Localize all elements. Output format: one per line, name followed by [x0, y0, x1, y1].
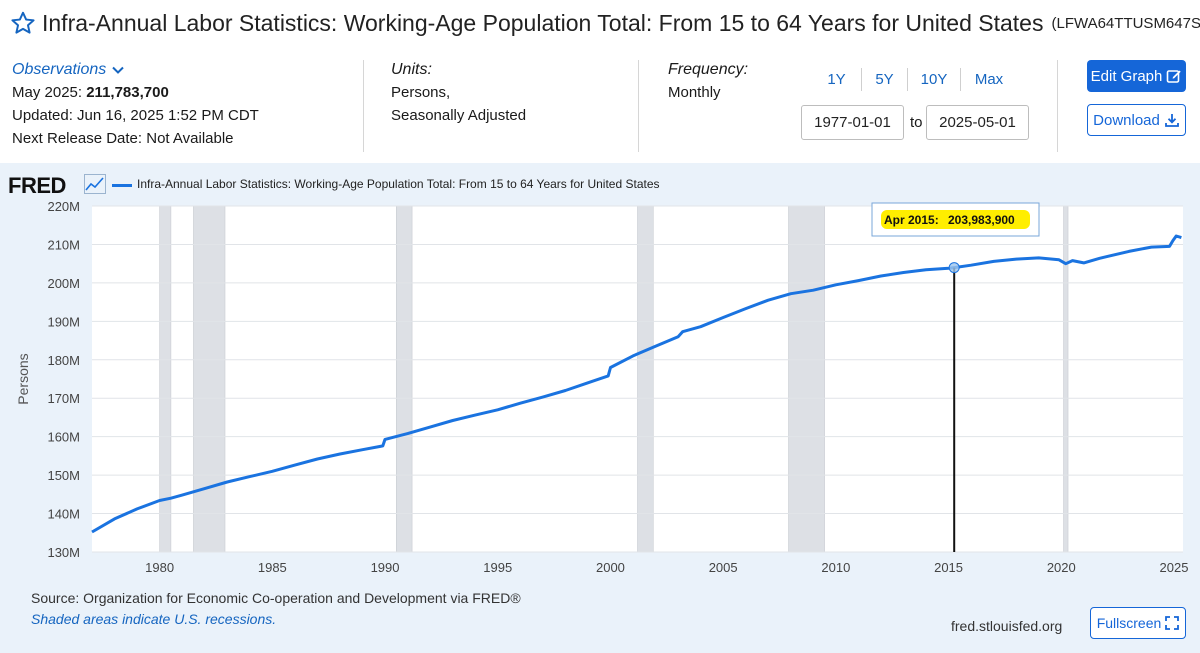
range-max-button[interactable]: Max	[974, 71, 1004, 88]
tooltip-date: Apr 2015:	[884, 213, 939, 227]
edit-graph-button[interactable]: Edit Graph	[1087, 60, 1186, 92]
x-tick-label: 2005	[709, 560, 738, 575]
divider	[363, 60, 364, 152]
range-1y-button[interactable]: 1Y	[812, 68, 862, 91]
fullscreen-icon	[1165, 616, 1180, 630]
y-axis-label: Persons	[15, 353, 31, 404]
range-10y-button[interactable]: 10Y	[908, 68, 961, 91]
frequency-value: Monthly	[668, 84, 721, 101]
x-tick-label: 2000	[596, 560, 625, 575]
to-label: to	[910, 114, 923, 131]
line-chart[interactable]: 130M 140M 150M 160M 170M 180M 190M 200M 210M 220M…	[0, 163, 1200, 583]
y-tick-label: 190M	[47, 314, 80, 329]
y-tick-label: 210M	[47, 237, 80, 252]
page-title: Infra-Annual Labor Statistics: Working-A…	[42, 9, 1044, 36]
fred-graph-icon	[84, 174, 106, 194]
x-tick-label: 2010	[821, 560, 850, 575]
site-url: fred.stlouisfed.org	[951, 618, 1063, 634]
legend-label: Infra-Annual Labor Statistics: Working-A…	[137, 177, 660, 191]
y-tick-label: 160M	[47, 430, 80, 445]
y-tick-label: 130M	[47, 545, 80, 560]
tooltip-value: 203,983,900	[948, 213, 1015, 227]
units-line-1: Persons,	[391, 84, 451, 101]
observations-toggle[interactable]: Observations	[12, 58, 259, 81]
observations-label: Observations	[12, 61, 107, 78]
frequency-panel: Frequency: Monthly	[668, 58, 748, 104]
latest-value: 211,783,700	[86, 84, 169, 101]
latest-observation: May 2025: 211,783,700	[12, 81, 259, 104]
chart-panel: FRED Infra-Annual Labor Statistics: Work…	[0, 163, 1200, 653]
x-tick-label: 2025	[1160, 560, 1189, 575]
recession-band	[637, 205, 654, 553]
frequency-label: Frequency:	[668, 61, 749, 78]
x-tick-label: 2015	[934, 560, 963, 575]
star-icon[interactable]	[10, 10, 36, 36]
fred-logo: FRED	[8, 173, 66, 198]
divider	[638, 60, 639, 152]
fullscreen-button[interactable]: Fullscreen	[1090, 607, 1186, 639]
recession-band	[193, 205, 226, 553]
start-date-input[interactable]: 1977-01-01	[801, 105, 904, 140]
y-tick-label: 180M	[47, 353, 80, 368]
y-tick-label: 140M	[47, 507, 80, 522]
series-line	[91, 234, 1182, 534]
tooltip-highlight	[881, 210, 1030, 229]
recession-band	[396, 205, 413, 553]
x-tick-label: 1985	[258, 560, 287, 575]
updated-text: Updated: Jun 16, 2025 1:52 PM CDT	[12, 107, 259, 124]
legend-swatch	[112, 184, 132, 187]
range-selector: 1Y 5Y 10Y Max	[812, 68, 1017, 91]
title-bar: Infra-Annual Labor Statistics: Working-A…	[10, 8, 1200, 38]
download-icon	[1164, 114, 1179, 127]
download-button[interactable]: Download	[1087, 104, 1186, 136]
recession-band	[1063, 205, 1069, 553]
fullscreen-label: Fullscreen	[1096, 615, 1162, 631]
y-tick-label: 170M	[47, 391, 80, 406]
units-panel: Units: Persons, Seasonally Adjusted	[391, 58, 526, 127]
y-tick-label: 220M	[47, 199, 80, 214]
recession-band	[788, 205, 825, 553]
end-date-input[interactable]: 2025-05-01	[926, 105, 1029, 140]
recession-note-link[interactable]: Shaded areas indicate U.S. recessions.	[31, 611, 277, 627]
x-tick-label: 1995	[483, 560, 512, 575]
edit-graph-label: Edit Graph	[1090, 67, 1163, 85]
series-meta-row: Observations May 2025: 211,783,700 Updat…	[0, 50, 1200, 160]
series-id: (LFWA64TTUSM647S)	[1051, 14, 1200, 32]
source-text: Source: Organization for Economic Co-ope…	[31, 590, 521, 606]
x-tick-label: 1980	[145, 560, 174, 575]
edit-icon	[1167, 70, 1182, 83]
chevron-down-icon	[112, 66, 124, 74]
x-tick-label: 1990	[371, 560, 400, 575]
next-release-text: Next Release Date: Not Available	[12, 130, 234, 147]
divider	[1057, 60, 1058, 152]
y-tick-label: 150M	[47, 468, 80, 483]
y-tick-label: 200M	[47, 276, 80, 291]
units-line-2: Seasonally Adjusted	[391, 107, 527, 124]
latest-period: May 2025:	[12, 84, 83, 101]
hover-marker	[948, 262, 960, 274]
download-label: Download	[1093, 111, 1160, 129]
range-5y-button[interactable]: 5Y	[862, 68, 908, 91]
observations-panel: Observations May 2025: 211,783,700 Updat…	[12, 58, 259, 150]
x-tick-label: 2020	[1047, 560, 1076, 575]
units-label: Units:	[391, 61, 432, 78]
